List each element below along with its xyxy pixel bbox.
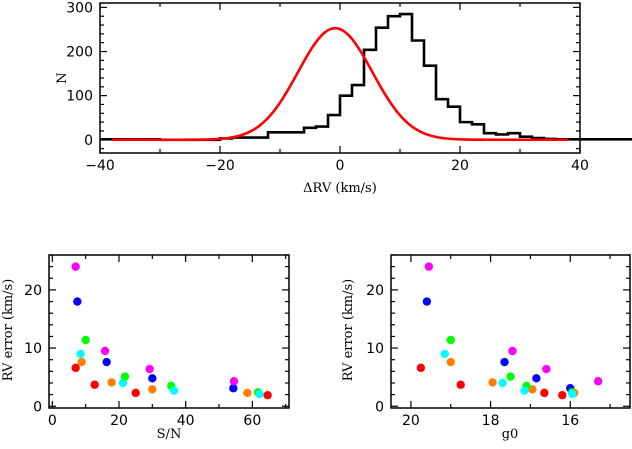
sn-scatter-point	[71, 262, 80, 271]
histogram-steps	[100, 12, 632, 142]
sn-scatter-point	[169, 386, 179, 395]
g0-scatter-point	[456, 380, 465, 389]
g0-scatter-point	[488, 378, 497, 387]
g0-scatter-point	[500, 357, 509, 367]
histogram-x-tick-label: −20	[205, 158, 235, 174]
histogram-y-tick-label: 100	[66, 89, 93, 105]
gaussian-fit-curve	[112, 26, 568, 142]
histogram-x-tick-label: 40	[571, 158, 589, 174]
histogram-y-tick-label: 0	[84, 133, 93, 149]
sn-x-axis-title: S/N	[157, 427, 182, 442]
g0-scatter-point	[568, 389, 577, 399]
g0-scatter-point	[440, 349, 449, 359]
sn-scatter-point	[102, 357, 111, 367]
sn-scatter-point	[255, 389, 264, 399]
g0-scatter-x-tick-label: 16	[561, 413, 579, 429]
sn-scatter-x-tick-label: 40	[177, 413, 195, 429]
sn-scatter-point	[120, 372, 130, 381]
sn-y-axis-title: RV error (km/s)	[1, 279, 16, 382]
sn-scatter-x-tick-label: 60	[243, 413, 261, 429]
sn-scatter-y-tick-label: 20	[24, 283, 42, 299]
g0-scatter-point	[506, 372, 515, 381]
g0-scatter-y-tick-label: 10	[366, 341, 384, 357]
sn-scatter-point	[229, 384, 238, 393]
sn-scatter-point	[73, 297, 82, 306]
sn-scatter-point	[118, 378, 128, 388]
g0-scatter-y-tick-label: 0	[375, 399, 384, 415]
g0-y-axis-title: RV error (km/s)	[341, 279, 356, 382]
sn-scatter-point	[71, 363, 80, 373]
g0-scatter-point	[446, 335, 455, 345]
sn-scatter-point	[77, 357, 86, 367]
sn-scatter-point	[243, 388, 252, 398]
g0-scatter-y-tick-label: 20	[366, 283, 384, 299]
sn-scatter-point	[100, 346, 110, 356]
g0-scatter-point	[446, 357, 455, 367]
histogram-y-axis-title: N	[55, 72, 70, 83]
g0-scatter-panel: 20 18 16 0 10 20	[366, 254, 631, 429]
sn-scatter-frame	[48, 254, 290, 409]
sn-scatter-point	[145, 364, 154, 374]
g0-scatter-point	[532, 374, 541, 383]
histogram-x-tick-label: 20	[451, 158, 469, 174]
sn-scatter-point	[81, 335, 90, 345]
g0-scatter-x-tick-label: 18	[482, 413, 500, 429]
sn-scatter-y-tick-label: 0	[33, 399, 42, 415]
g0-scatter-point	[542, 364, 551, 374]
histogram-x-tick-label: 0	[336, 158, 345, 174]
histogram-panel: −40 −20 0 20 40 0 100 200 300	[66, 0, 632, 174]
g0-x-axis-title: g0	[502, 427, 519, 442]
g0-scatter-point	[422, 297, 432, 306]
sn-scatter-point	[229, 377, 239, 386]
g0-scatter-point	[416, 363, 426, 373]
histogram-x-axis-title: ΔRV (km/s)	[303, 181, 377, 196]
sn-scatter-x-tick-label: 20	[110, 413, 128, 429]
sn-scatter-panel: 0 20 40 60 0 10 20	[24, 254, 290, 429]
sn-scatter-point	[76, 349, 85, 359]
histogram-y-tick-label: 300	[66, 0, 93, 16]
histogram-y-tick-label: 200	[66, 45, 93, 61]
g0-scatter-frame	[390, 254, 631, 409]
sn-scatter-point	[107, 378, 116, 387]
g0-scatter-point	[540, 388, 549, 398]
g0-scatter-point	[424, 262, 434, 271]
g0-scatter-x-tick-label: 20	[402, 413, 420, 429]
sn-scatter-x-tick-label: 0	[48, 413, 57, 429]
histogram-x-tick-label: −40	[85, 158, 115, 174]
sn-scatter-point	[148, 374, 157, 383]
sn-scatter-point	[148, 385, 157, 394]
sn-scatter-y-tick-label: 10	[24, 341, 42, 357]
g0-scatter-point	[593, 377, 603, 386]
sn-scatter-point	[90, 380, 99, 389]
sn-scatter-point	[263, 391, 272, 400]
g0-scatter-point	[558, 391, 567, 400]
g0-scatter-point	[520, 386, 529, 395]
histogram-frame	[99, 2, 581, 154]
g0-scatter-point	[498, 378, 507, 388]
sn-scatter-point	[131, 388, 140, 398]
g0-scatter-point	[508, 346, 517, 356]
